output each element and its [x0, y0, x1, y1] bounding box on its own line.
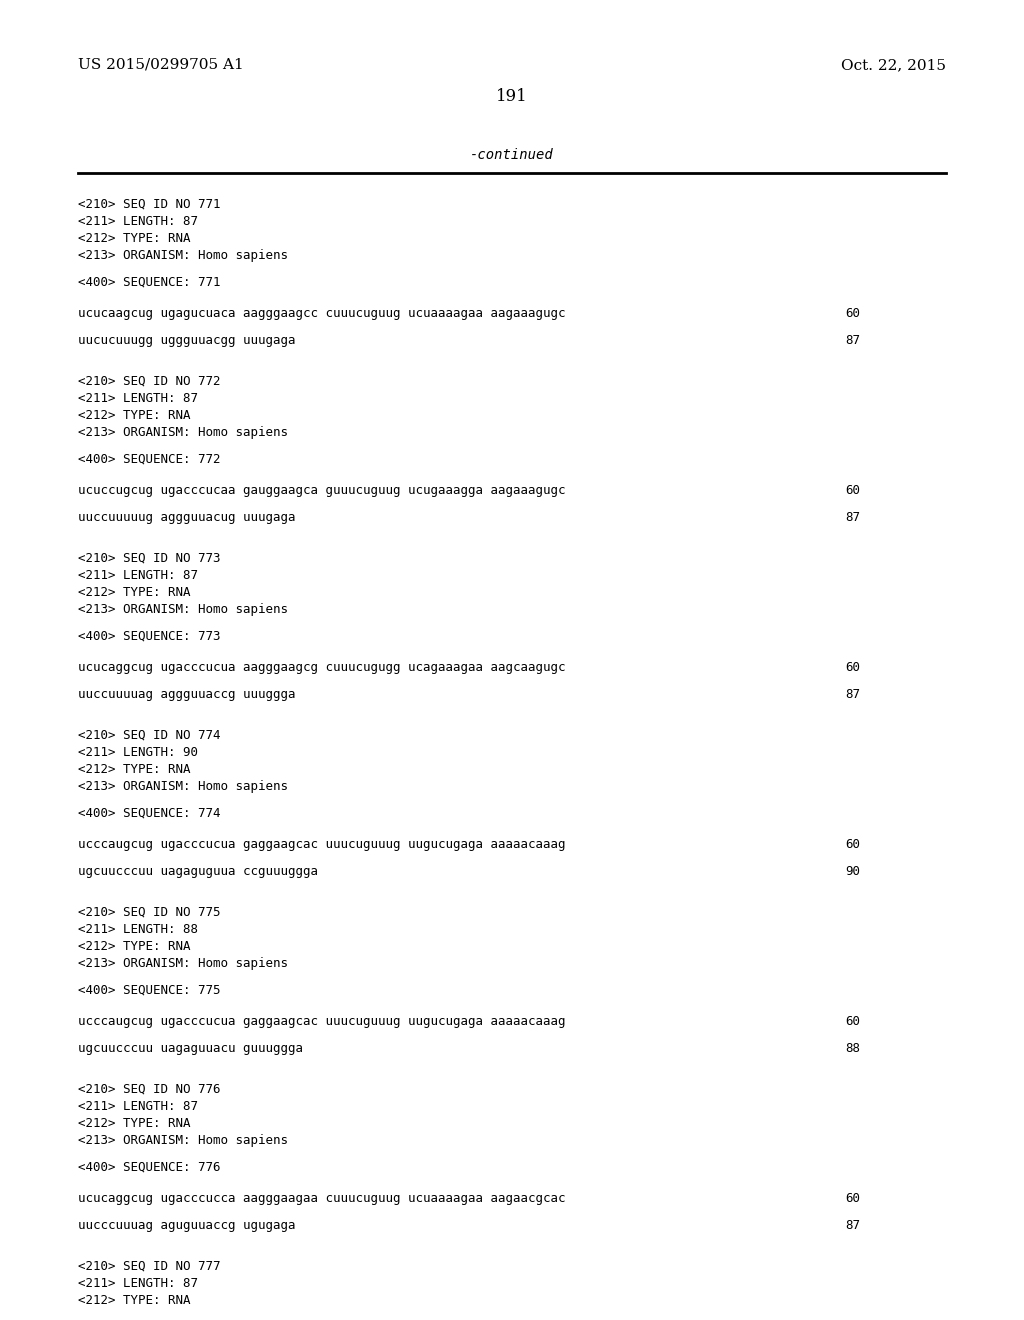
Text: <212> TYPE: RNA: <212> TYPE: RNA: [78, 763, 190, 776]
Text: <212> TYPE: RNA: <212> TYPE: RNA: [78, 940, 190, 953]
Text: Oct. 22, 2015: Oct. 22, 2015: [841, 58, 946, 73]
Text: <213> ORGANISM: Homo sapiens: <213> ORGANISM: Homo sapiens: [78, 1134, 288, 1147]
Text: <212> TYPE: RNA: <212> TYPE: RNA: [78, 586, 190, 599]
Text: <400> SEQUENCE: 774: <400> SEQUENCE: 774: [78, 807, 220, 820]
Text: -continued: -continued: [470, 148, 554, 162]
Text: <212> TYPE: RNA: <212> TYPE: RNA: [78, 1294, 190, 1307]
Text: <211> LENGTH: 87: <211> LENGTH: 87: [78, 569, 198, 582]
Text: <213> ORGANISM: Homo sapiens: <213> ORGANISM: Homo sapiens: [78, 780, 288, 793]
Text: 60: 60: [845, 661, 860, 675]
Text: <212> TYPE: RNA: <212> TYPE: RNA: [78, 1117, 190, 1130]
Text: uucccuuuag aguguuaccg ugugaga: uucccuuuag aguguuaccg ugugaga: [78, 1218, 296, 1232]
Text: 87: 87: [845, 334, 860, 347]
Text: <400> SEQUENCE: 775: <400> SEQUENCE: 775: [78, 983, 220, 997]
Text: ucucaggcug ugacccucca aagggaagaa cuuucuguug ucuaaaagaa aagaacgcac: ucucaggcug ugacccucca aagggaagaa cuuucug…: [78, 1192, 565, 1205]
Text: <400> SEQUENCE: 772: <400> SEQUENCE: 772: [78, 453, 220, 466]
Text: <210> SEQ ID NO 772: <210> SEQ ID NO 772: [78, 375, 220, 388]
Text: <213> ORGANISM: Homo sapiens: <213> ORGANISM: Homo sapiens: [78, 603, 288, 616]
Text: uuccuuuuug aggguuacug uuugaga: uuccuuuuug aggguuacug uuugaga: [78, 511, 296, 524]
Text: uuccuuuuag aggguuaccg uuuggga: uuccuuuuag aggguuaccg uuuggga: [78, 688, 296, 701]
Text: ucccaugcug ugacccucua gaggaagcac uuucuguuug uugucugaga aaaaacaaag: ucccaugcug ugacccucua gaggaagcac uuucugu…: [78, 838, 565, 851]
Text: <210> SEQ ID NO 774: <210> SEQ ID NO 774: [78, 729, 220, 742]
Text: <211> LENGTH: 88: <211> LENGTH: 88: [78, 923, 198, 936]
Text: <210> SEQ ID NO 773: <210> SEQ ID NO 773: [78, 552, 220, 565]
Text: <212> TYPE: RNA: <212> TYPE: RNA: [78, 232, 190, 246]
Text: 60: 60: [845, 1192, 860, 1205]
Text: <213> ORGANISM: Homo sapiens: <213> ORGANISM: Homo sapiens: [78, 957, 288, 970]
Text: <400> SEQUENCE: 771: <400> SEQUENCE: 771: [78, 276, 220, 289]
Text: 60: 60: [845, 838, 860, 851]
Text: <213> ORGANISM: Homo sapiens: <213> ORGANISM: Homo sapiens: [78, 249, 288, 261]
Text: ucucaagcug ugagucuaca aagggaagcc cuuucuguug ucuaaaagaa aagaaagugc: ucucaagcug ugagucuaca aagggaagcc cuuucug…: [78, 308, 565, 319]
Text: 60: 60: [845, 308, 860, 319]
Text: 60: 60: [845, 484, 860, 498]
Text: 87: 87: [845, 1218, 860, 1232]
Text: uucucuuugg uggguuacgg uuugaga: uucucuuugg uggguuacgg uuugaga: [78, 334, 296, 347]
Text: <211> LENGTH: 90: <211> LENGTH: 90: [78, 746, 198, 759]
Text: 60: 60: [845, 1015, 860, 1028]
Text: <212> TYPE: RNA: <212> TYPE: RNA: [78, 409, 190, 422]
Text: 90: 90: [845, 865, 860, 878]
Text: ugcuucccuu uagaguuacu guuuggga: ugcuucccuu uagaguuacu guuuggga: [78, 1041, 303, 1055]
Text: <210> SEQ ID NO 771: <210> SEQ ID NO 771: [78, 198, 220, 211]
Text: 88: 88: [845, 1041, 860, 1055]
Text: <211> LENGTH: 87: <211> LENGTH: 87: [78, 215, 198, 228]
Text: 191: 191: [496, 88, 528, 106]
Text: ucccaugcug ugacccucua gaggaagcac uuucuguuug uugucugaga aaaaacaaag: ucccaugcug ugacccucua gaggaagcac uuucugu…: [78, 1015, 565, 1028]
Text: US 2015/0299705 A1: US 2015/0299705 A1: [78, 58, 244, 73]
Text: <211> LENGTH: 87: <211> LENGTH: 87: [78, 392, 198, 405]
Text: 87: 87: [845, 688, 860, 701]
Text: ugcuucccuu uagaguguua ccguuuggga: ugcuucccuu uagaguguua ccguuuggga: [78, 865, 318, 878]
Text: <210> SEQ ID NO 775: <210> SEQ ID NO 775: [78, 906, 220, 919]
Text: 87: 87: [845, 511, 860, 524]
Text: <210> SEQ ID NO 776: <210> SEQ ID NO 776: [78, 1082, 220, 1096]
Text: <211> LENGTH: 87: <211> LENGTH: 87: [78, 1276, 198, 1290]
Text: ucuccugcug ugacccucaa gauggaagca guuucuguug ucugaaagga aagaaagugc: ucuccugcug ugacccucaa gauggaagca guuucug…: [78, 484, 565, 498]
Text: <400> SEQUENCE: 776: <400> SEQUENCE: 776: [78, 1162, 220, 1173]
Text: <211> LENGTH: 87: <211> LENGTH: 87: [78, 1100, 198, 1113]
Text: <210> SEQ ID NO 777: <210> SEQ ID NO 777: [78, 1261, 220, 1272]
Text: <400> SEQUENCE: 773: <400> SEQUENCE: 773: [78, 630, 220, 643]
Text: ucucaggcug ugacccucua aagggaagcg cuuucugugg ucagaaagaa aagcaagugc: ucucaggcug ugacccucua aagggaagcg cuuucug…: [78, 661, 565, 675]
Text: <213> ORGANISM: Homo sapiens: <213> ORGANISM: Homo sapiens: [78, 426, 288, 440]
